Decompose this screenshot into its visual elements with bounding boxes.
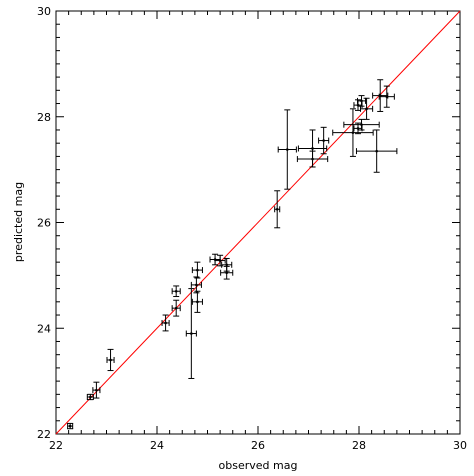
data-point: [171, 285, 181, 298]
y-axis-title: predicted mag: [12, 182, 25, 262]
data-point: [353, 99, 363, 111]
point-marker: [68, 424, 72, 428]
data-point: [360, 97, 374, 120]
major-ticks: [55, 10, 461, 435]
point-marker: [196, 268, 199, 272]
data-point: [161, 314, 170, 332]
data-point: [171, 299, 181, 317]
point-marker: [375, 149, 378, 153]
x-axis-title: observed mag: [219, 459, 298, 472]
one-to-one-reference-line: [55, 10, 461, 435]
point-marker: [225, 263, 228, 267]
data-point: [355, 129, 398, 173]
point-marker: [174, 289, 178, 293]
data-point: [221, 257, 233, 272]
y-tick-label: 22: [37, 428, 51, 441]
point-marker: [360, 99, 363, 103]
data-point: [332, 108, 374, 157]
x-tick-label: 26: [251, 439, 265, 452]
y-tick-label: 28: [37, 111, 51, 124]
data-point: [343, 118, 380, 131]
data-point: [191, 261, 203, 279]
data-points: [67, 79, 398, 430]
y-tick-label: 30: [37, 5, 51, 18]
point-marker: [164, 321, 167, 325]
data-point: [274, 190, 281, 229]
data-point: [378, 85, 395, 108]
x-tick-label: 22: [49, 439, 63, 452]
point-marker: [285, 148, 289, 151]
data-point: [191, 290, 203, 313]
point-marker: [95, 388, 98, 392]
data-point: [67, 422, 74, 430]
point-marker: [89, 395, 92, 399]
point-marker: [196, 300, 199, 304]
point-marker: [109, 358, 112, 362]
data-point: [106, 348, 115, 372]
x-tick-label: 24: [150, 439, 164, 452]
y-tick-labels: 22 24 26 28 30: [37, 5, 51, 441]
data-point: [356, 95, 367, 107]
x-tick-label: 28: [352, 439, 366, 452]
point-marker: [356, 127, 360, 130]
data-point: [220, 265, 234, 280]
point-marker: [190, 332, 193, 335]
point-marker: [225, 271, 228, 275]
point-marker: [174, 306, 178, 310]
data-point: [214, 254, 226, 267]
point-marker: [311, 157, 314, 161]
point-marker: [218, 259, 222, 262]
x-tick-label: 30: [453, 439, 467, 452]
data-point: [318, 126, 330, 155]
data-point: [372, 79, 389, 112]
data-point: [277, 109, 297, 190]
minor-ticks: [56, 11, 460, 434]
data-point: [86, 393, 94, 401]
y-tick-label: 24: [37, 322, 51, 335]
point-marker: [275, 207, 279, 211]
point-marker: [195, 283, 198, 287]
data-point: [190, 276, 202, 294]
data-point: [296, 150, 329, 168]
data-point: [185, 288, 197, 379]
point-marker: [322, 139, 325, 142]
point-marker: [351, 131, 355, 134]
y-tick-label: 26: [37, 217, 51, 230]
point-marker: [365, 107, 368, 111]
point-marker: [385, 95, 389, 98]
x-tick-labels: 22 24 26 28 30: [49, 439, 467, 452]
point-marker: [360, 123, 363, 126]
point-marker: [311, 147, 314, 150]
data-point: [353, 122, 363, 135]
data-point: [92, 381, 101, 399]
